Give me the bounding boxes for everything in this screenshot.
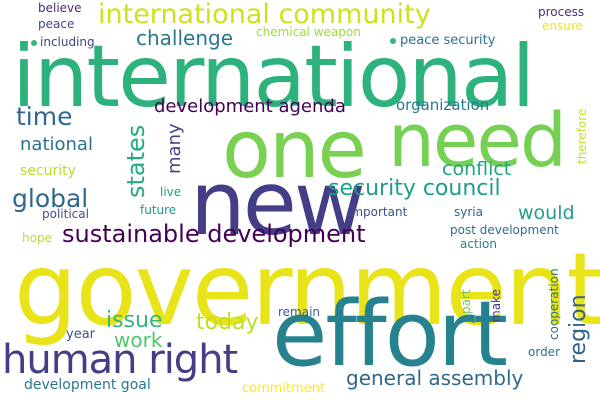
word-work: work	[114, 328, 163, 352]
word-challenge: challenge	[136, 26, 234, 50]
word-human-right: human right	[2, 337, 238, 383]
word-issue: issue	[106, 308, 163, 333]
word-development-goal: development goal	[24, 377, 151, 393]
word-process: process	[538, 5, 585, 19]
word-would: would	[518, 202, 575, 224]
word-government: government	[14, 231, 600, 348]
word-need: need	[388, 98, 567, 184]
word-peace-security: peace security	[400, 33, 496, 48]
word-peace: peace	[38, 17, 75, 31]
word-region: region	[566, 294, 591, 364]
word-one: one	[222, 103, 367, 196]
word-states: states	[122, 124, 150, 198]
word-development-agenda: development agenda	[154, 96, 346, 117]
word-believe: believe	[38, 1, 82, 15]
word-make: make	[489, 289, 503, 322]
word-syria: syria	[454, 205, 483, 219]
word-hope: hope	[22, 231, 52, 245]
word-sustainable-development: sustainable development	[62, 220, 366, 248]
word-national: national	[20, 134, 93, 155]
word-future: future	[140, 203, 177, 217]
word-cooperation: cooperation	[547, 268, 561, 340]
word-international: international	[12, 27, 535, 127]
word-commitment: commitment	[242, 381, 326, 396]
word-international-community: international community	[98, 0, 431, 30]
word-post-development: post development	[450, 223, 559, 237]
word-global: global	[12, 184, 89, 213]
word-including: including	[40, 35, 95, 49]
dot-marker	[31, 40, 37, 46]
word-important: important	[348, 205, 408, 219]
word-security: security	[20, 163, 76, 179]
word-order: order	[528, 345, 560, 359]
word-therefore: therefore	[575, 108, 589, 164]
word-live: live	[160, 185, 182, 199]
word-organization: organization	[396, 96, 490, 114]
word-action: action	[460, 237, 497, 251]
word-effort: effort	[272, 282, 508, 387]
word-political: political	[42, 207, 89, 221]
word-general-assembly: general assembly	[346, 366, 524, 390]
word-new: new	[190, 152, 366, 255]
word-ensure: ensure	[542, 19, 583, 33]
dot-marker	[390, 38, 396, 44]
word-conflict: conflict	[442, 158, 512, 180]
word-many: many	[164, 123, 185, 174]
word-today: today	[196, 310, 259, 335]
word-security-council: security council	[328, 176, 501, 201]
word-year: year	[66, 327, 96, 342]
word-time: time	[16, 102, 73, 131]
word-remain: remain	[278, 305, 321, 319]
word-part: part	[459, 289, 473, 314]
word-chemical-weapon: chemical weapon	[256, 25, 361, 39]
